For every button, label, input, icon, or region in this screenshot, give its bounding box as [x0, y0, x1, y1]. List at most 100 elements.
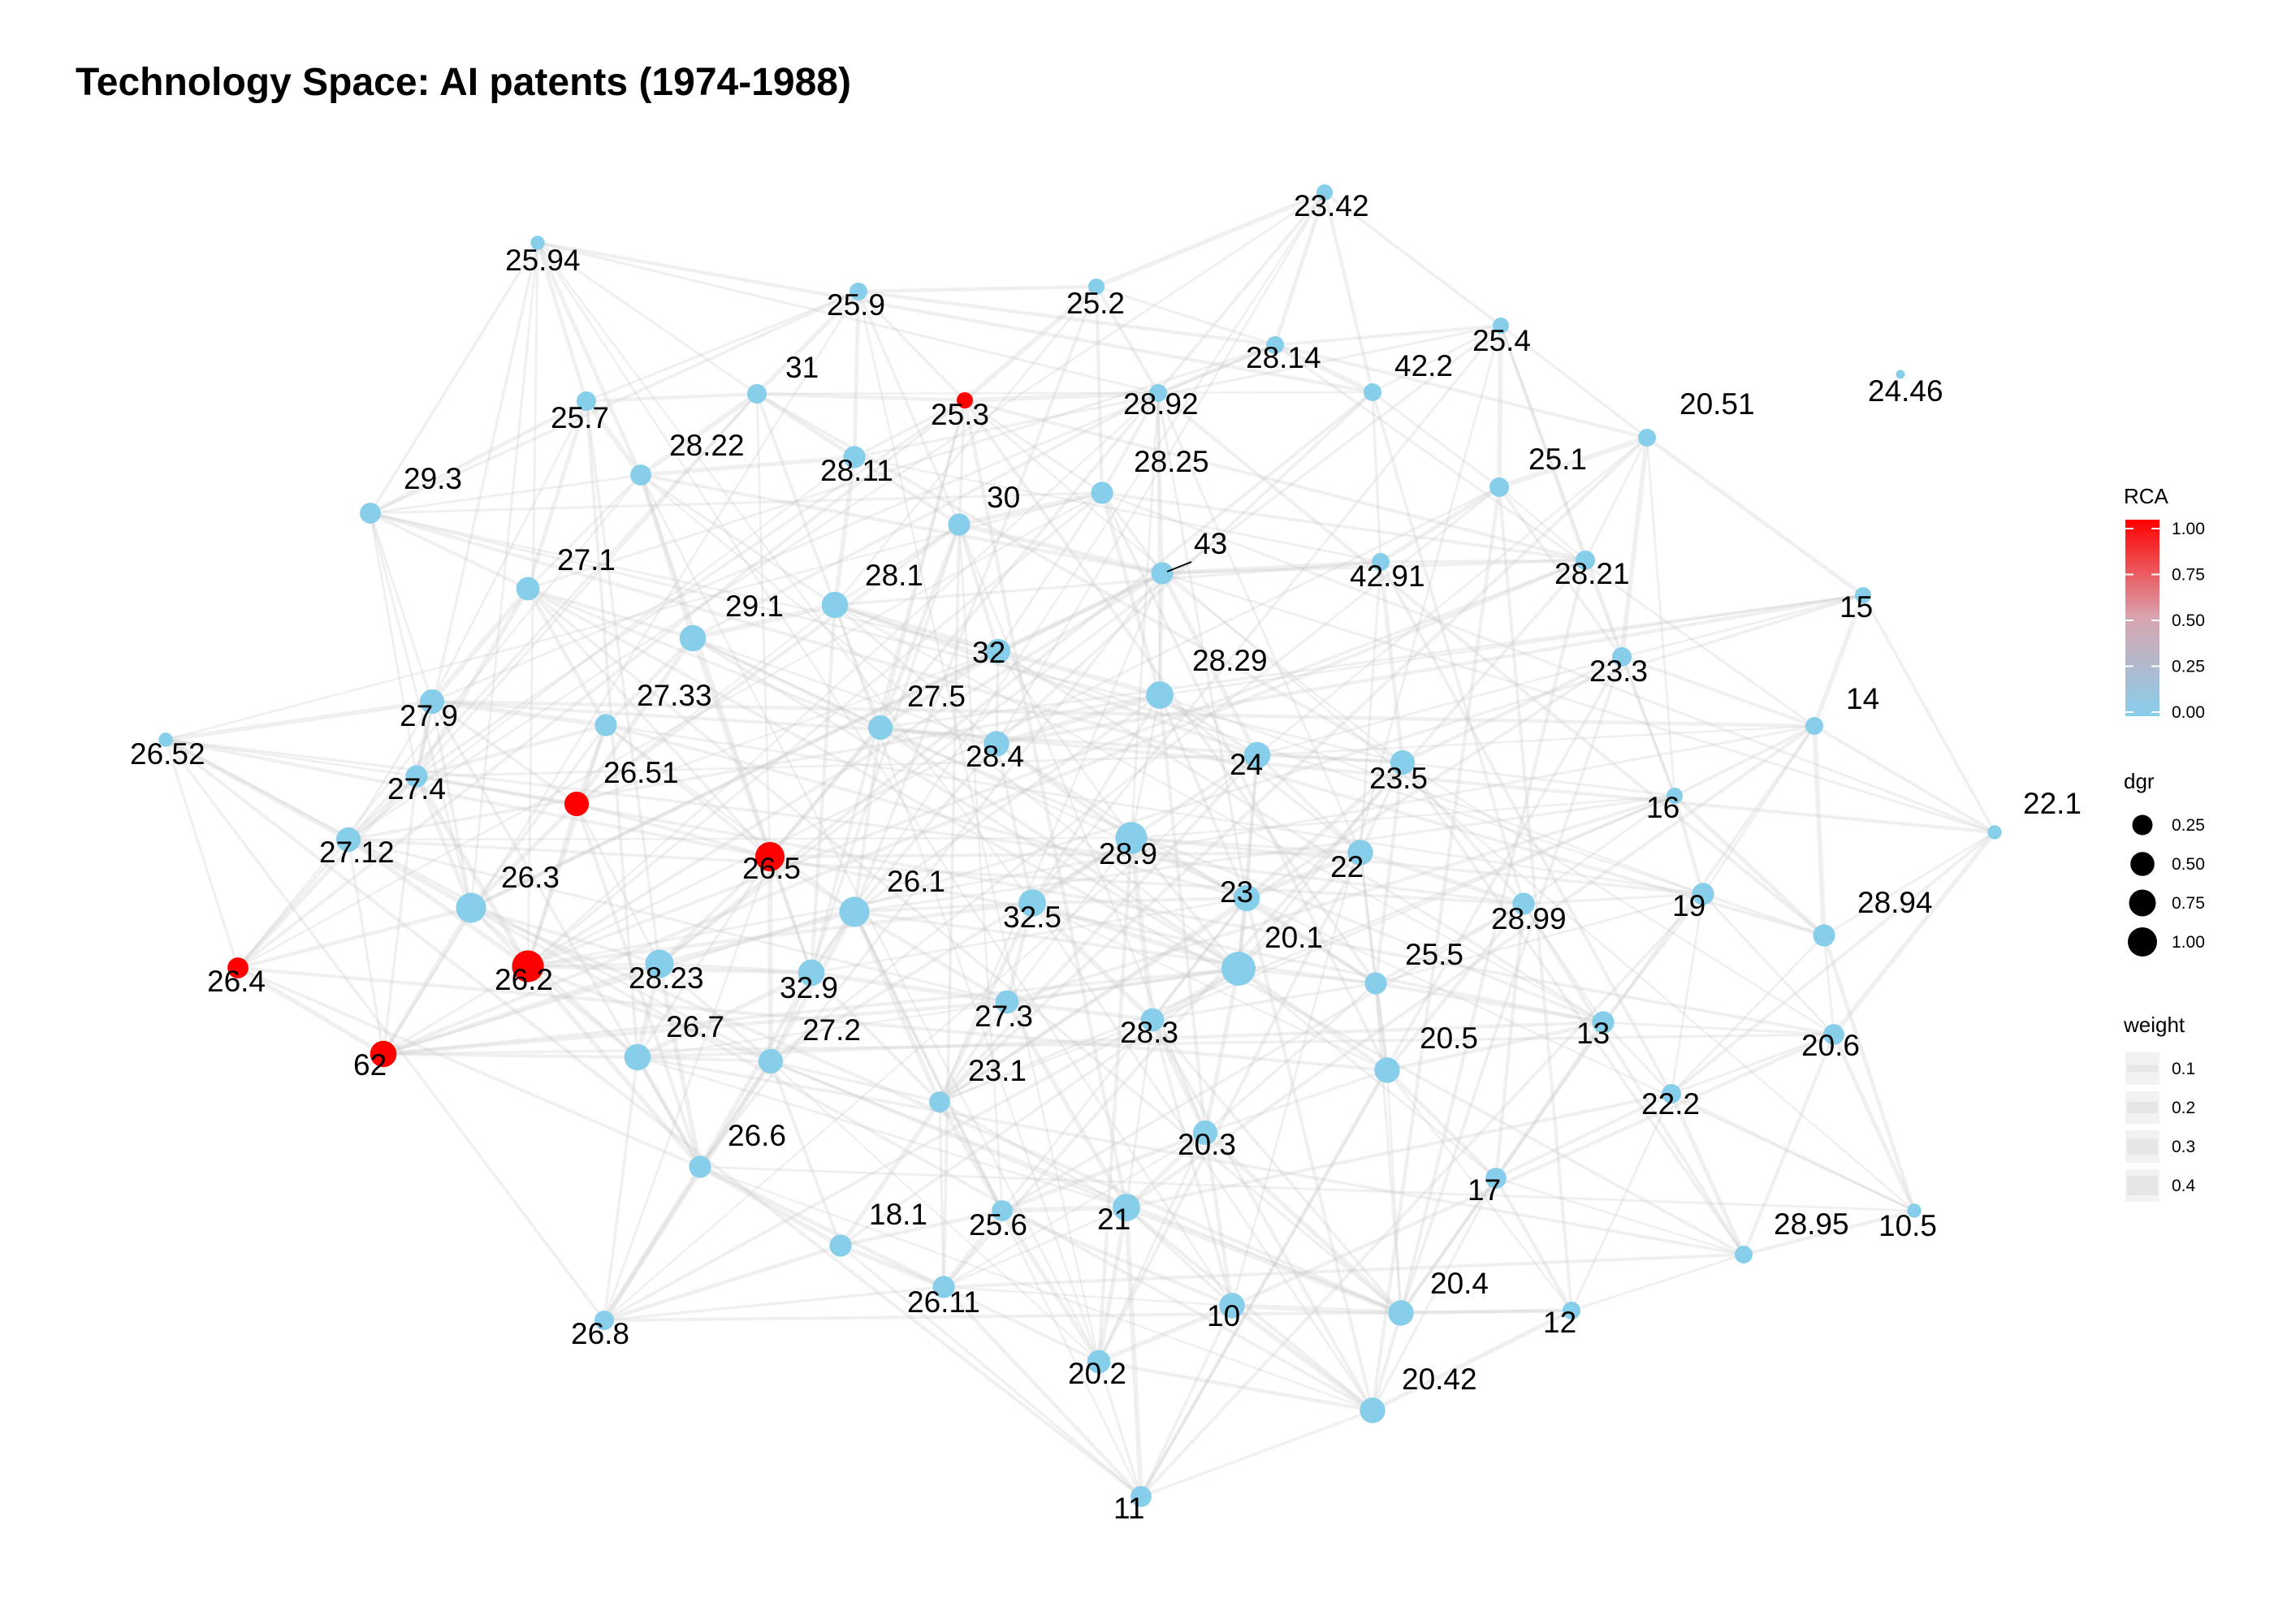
edge [1158, 393, 1160, 695]
node-label-25-3: 25.3 [931, 398, 989, 431]
weight-legend-items: 0.1 0.2 0.3 0.4 [2125, 1052, 2196, 1202]
node-27-1 [517, 577, 540, 601]
edge [858, 287, 1096, 292]
node-18-1 [829, 1234, 851, 1256]
node-label-29-3: 29.3 [404, 462, 462, 495]
edge [1373, 1313, 1401, 1410]
node-25-5 [1364, 972, 1386, 994]
node-label-18-1: 18.1 [869, 1198, 927, 1231]
rca-tick-label: 0.75 [2172, 566, 2205, 585]
edge [1814, 726, 1824, 935]
edge [604, 1057, 638, 1320]
node-label-28-22: 28.22 [669, 429, 745, 462]
node-20-4 [1388, 1300, 1413, 1325]
node-20-1 [1221, 952, 1256, 986]
edge [1257, 438, 1647, 755]
node-label-42-2: 42.2 [1394, 349, 1453, 382]
node-label-22-1: 22.1 [2023, 787, 2082, 820]
node-label-12: 12 [1543, 1306, 1576, 1339]
dgr-legend-dot [2128, 927, 2157, 957]
dgr-legend-label: 1.00 [2172, 933, 2205, 952]
node-label-27-4: 27.4 [387, 772, 446, 806]
weight-legend-label: 0.2 [2172, 1099, 2195, 1117]
node-22-1 [1987, 825, 2001, 839]
node-label-25-9: 25.9 [827, 288, 885, 322]
node-26-6 [689, 1155, 711, 1177]
node-label-26-4: 26.4 [207, 965, 266, 998]
legend: RCA 1.000.750.500.250.00 dgr 0.250.500.7… [2123, 484, 2205, 1202]
node-label-23-5: 23.5 [1369, 762, 1428, 795]
node-label-26-6: 26.6 [728, 1119, 786, 1152]
node-43 [1151, 562, 1173, 584]
node-label-26-52: 26.52 [130, 737, 205, 771]
dgr-legend-items: 0.250.500.751.00 [2128, 815, 2205, 957]
node-label-26-1: 26.1 [887, 865, 945, 898]
node-label-27-12: 27.12 [319, 836, 395, 869]
node-label-26-11: 26.11 [907, 1285, 980, 1319]
node-label-28-9: 28.9 [1099, 837, 1157, 870]
node-label-27-3: 27.3 [975, 1000, 1033, 1033]
edge [1824, 832, 1995, 935]
edge [940, 438, 1647, 1102]
rca-tick-label: 0.25 [2172, 658, 2205, 676]
node-label-28-23: 28.23 [629, 961, 704, 995]
node-label-28-14: 28.14 [1246, 341, 1321, 374]
node-label-26-7: 26.7 [666, 1010, 724, 1043]
edge [586, 394, 757, 401]
rca-tick-label: 0.50 [2172, 611, 2205, 630]
node-label-28-3: 28.3 [1120, 1016, 1178, 1049]
node-label-23-42: 23.42 [1294, 189, 1369, 222]
edge [1571, 1255, 1744, 1311]
node-14 [1805, 717, 1823, 735]
node-label-23-3: 23.3 [1589, 654, 1648, 688]
node-label-20-42: 20.42 [1402, 1363, 1477, 1396]
weight-legend-label: 0.3 [2172, 1138, 2195, 1156]
node-26-3 [456, 892, 486, 922]
node-label-62: 62 [353, 1048, 387, 1082]
edge [944, 1287, 1232, 1306]
node-label-25-2: 25.2 [1066, 287, 1125, 320]
node-28-29 [1146, 681, 1174, 709]
legend-weight-title: weight [2123, 1013, 2185, 1037]
node-label-20-3: 20.3 [1178, 1128, 1236, 1161]
node-label-28-92: 28.92 [1123, 387, 1199, 421]
node-label-28-29: 28.29 [1192, 644, 1268, 677]
node-28-94 [1813, 924, 1835, 946]
node-20-5 [1374, 1057, 1399, 1082]
node-27-5 [868, 715, 893, 740]
edge [383, 776, 417, 1054]
node-label-27-2: 27.2 [802, 1013, 861, 1047]
node-label-28-95: 28.95 [1774, 1207, 1849, 1241]
node-23-1 [929, 1091, 950, 1112]
rca-colorbar [2125, 520, 2159, 716]
node-label-13: 13 [1576, 1017, 1610, 1050]
node-label-28-94: 28.94 [1857, 886, 1933, 919]
node-29-3 [360, 503, 381, 524]
weight-legend-label: 0.4 [2172, 1177, 2196, 1195]
edge [1647, 438, 1863, 595]
node-42-2 [1364, 383, 1381, 401]
node-label-28-4: 28.4 [966, 740, 1024, 773]
node-28-25 [1091, 482, 1113, 503]
node-26-1 [839, 896, 869, 926]
node-label-28-99: 28.99 [1491, 902, 1567, 935]
node-27-33 [594, 714, 616, 736]
dgr-legend-dot [2129, 890, 2156, 917]
node-label-22-2: 22.2 [1641, 1087, 1700, 1121]
node-label-20-5: 20.5 [1420, 1021, 1478, 1055]
weight-legend-label: 0.1 [2172, 1060, 2195, 1078]
node-label-19: 19 [1672, 889, 1706, 922]
node-label-28-11: 28.11 [820, 454, 893, 487]
node-28-1 [822, 592, 849, 619]
node-label-30: 30 [987, 481, 1020, 514]
edge [166, 702, 432, 740]
edge [586, 292, 858, 401]
node-label-20-51: 20.51 [1680, 387, 1755, 421]
node-label-25-94: 25.94 [505, 244, 581, 277]
node-label-32-9: 32.9 [780, 971, 838, 1004]
node-label-20-1: 20.1 [1265, 921, 1323, 954]
dgr-legend-label: 0.25 [2172, 816, 2205, 835]
dgr-legend-label: 0.75 [2172, 894, 2205, 913]
node-25-1 [1489, 477, 1509, 497]
node-label-43: 43 [1194, 527, 1227, 560]
